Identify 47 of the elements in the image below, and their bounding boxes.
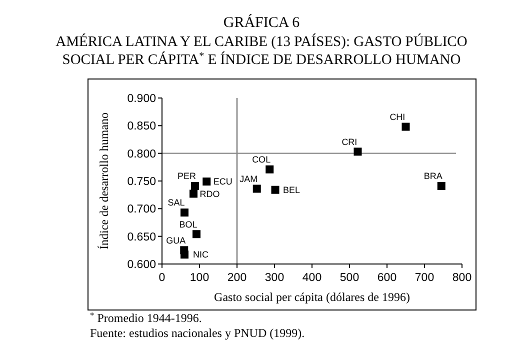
annotation: CRI (342, 136, 358, 147)
chart-subtitle: AMÉRICA LATINA Y EL CARIBE (13 PAÍSES): GASTO PÚBLICO SOCIAL PER CÁPITA$^{*}$ E ÍNDICE DE DESARROLLO HUMANO (56, 33, 468, 68)
x-tick-label: 800 (452, 272, 472, 284)
annotation: JAM (240, 174, 258, 184)
annotation: BOL (179, 219, 198, 230)
point (252, 184, 261, 193)
annotation: PER (177, 171, 196, 182)
x-tick-label: 200 (227, 272, 247, 284)
chart-title: GRÁFICA 6 (223, 14, 300, 31)
x-tick-label: 0 (158, 272, 166, 284)
x-tick-label: 500 (340, 272, 360, 284)
annotation: GUA (166, 235, 186, 246)
annotation: BEL (283, 185, 300, 196)
y-tick-label: 0.750 (127, 176, 156, 188)
x-tick-label: 400 (302, 272, 322, 284)
y-tick-label: 0.850 (127, 120, 156, 133)
point (180, 250, 188, 259)
annotation: CHI (390, 112, 406, 122)
x-tick-label: 600 (377, 272, 397, 284)
point (402, 122, 410, 131)
x-tick-label: 700 (414, 272, 434, 284)
source-note: Fuente: estudios nacionales y PNUD (1999). (90, 326, 305, 340)
annotation: ECU (213, 176, 232, 187)
point (271, 186, 280, 194)
point (190, 190, 198, 198)
annotation: BRA (424, 171, 442, 182)
y-tick-label: 0.800 (127, 148, 156, 160)
point (202, 178, 211, 186)
y-tick-label: 0.700 (127, 204, 156, 216)
point (437, 182, 446, 190)
point (354, 148, 362, 156)
point (180, 208, 188, 217)
y-axis-title: Índice de desarrollo humano (97, 112, 111, 250)
point (192, 230, 200, 238)
annotation: RDO (200, 188, 220, 199)
x-tick-label: 100 (190, 272, 210, 284)
annotation: NIC (193, 250, 210, 260)
annotation: COL (252, 154, 271, 165)
text: $^{*}$ Promedio 1944-1996. (90, 310, 202, 325)
y-tick-label: 0.600 (127, 259, 156, 272)
y-tick-label: 0.650 (127, 231, 156, 244)
y-tick-label: 0.900 (127, 93, 156, 106)
x-tick-label: 300 (264, 272, 284, 284)
annotation: SAL (168, 198, 185, 208)
x-axis-title: Gasto social per cápita (dólares de 1996) (214, 290, 410, 304)
point (191, 182, 199, 190)
point (266, 165, 274, 174)
